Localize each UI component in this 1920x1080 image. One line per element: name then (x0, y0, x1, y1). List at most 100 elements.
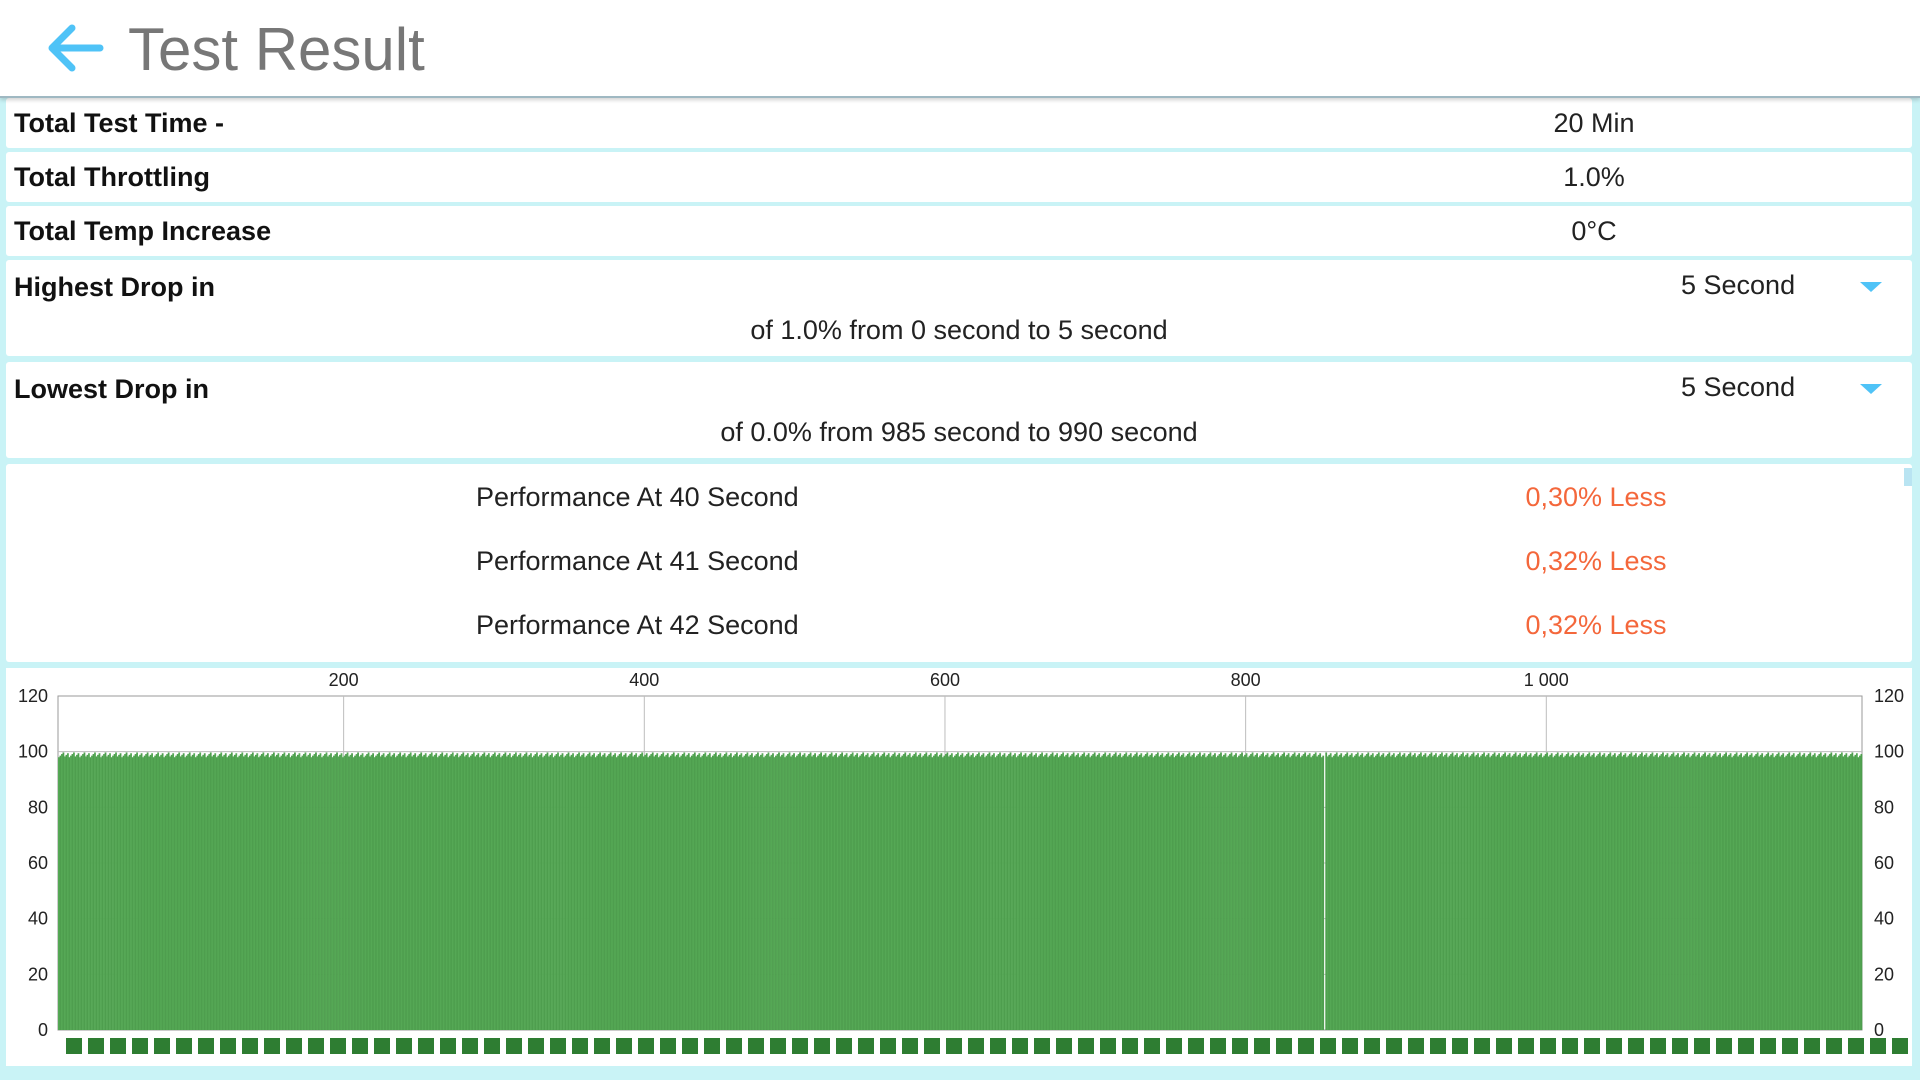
bar (450, 754, 453, 1030)
bar (1669, 755, 1672, 1030)
legend-marker (968, 1038, 984, 1054)
performance-list[interactable]: Performance At 40 Second 0,30% Less Perf… (6, 464, 1912, 662)
legend-marker (858, 1038, 874, 1054)
bar (561, 753, 564, 1030)
back-button[interactable] (38, 16, 110, 80)
bar (125, 752, 128, 1030)
legend-marker (616, 1038, 632, 1054)
bar (608, 754, 611, 1030)
bar (1107, 754, 1110, 1030)
bar (1822, 754, 1825, 1030)
bar (1836, 757, 1839, 1030)
bar (1698, 753, 1700, 1030)
bar (272, 752, 275, 1030)
bar (426, 757, 429, 1030)
bar (1054, 754, 1057, 1030)
bar (1677, 753, 1679, 1030)
bar (399, 752, 402, 1030)
lowest-drop-interval-value: 5 Second (1681, 372, 1796, 402)
bar (202, 754, 205, 1030)
bar (546, 752, 549, 1030)
bar (1017, 755, 1019, 1030)
bar (1741, 757, 1744, 1030)
bar (969, 756, 971, 1030)
bar (1627, 755, 1630, 1030)
bar (1752, 757, 1755, 1030)
bar (1813, 753, 1816, 1030)
bar (1311, 755, 1314, 1030)
bar (742, 757, 744, 1030)
bar (157, 752, 160, 1030)
bar (1395, 755, 1398, 1030)
bar (1371, 753, 1374, 1030)
bar (1334, 754, 1337, 1030)
bar (1603, 753, 1606, 1030)
bar (1089, 757, 1092, 1030)
legend-marker (1034, 1038, 1050, 1054)
legend-marker (660, 1038, 676, 1054)
bar (947, 756, 950, 1030)
bar (1265, 754, 1267, 1030)
highest-drop-interval-select[interactable]: 5 Second (1656, 266, 1906, 308)
bar (1547, 756, 1550, 1030)
legend-marker (286, 1038, 302, 1054)
bar (445, 753, 448, 1030)
bar (720, 757, 723, 1030)
bar (1812, 754, 1815, 1030)
bar (453, 756, 456, 1030)
legend-marker (638, 1038, 654, 1054)
bar (836, 757, 839, 1030)
bar (148, 756, 151, 1030)
bar (1269, 755, 1272, 1030)
bar (1296, 754, 1299, 1030)
bar (650, 754, 653, 1030)
bar (1785, 755, 1788, 1030)
legend-marker (1804, 1038, 1820, 1054)
highest-drop-label: Highest Drop in (14, 272, 215, 302)
bar (310, 757, 313, 1030)
bar (379, 756, 382, 1030)
bar (766, 754, 768, 1030)
bar (1471, 754, 1473, 1030)
bar (1389, 756, 1392, 1030)
bar (666, 753, 669, 1030)
bar (812, 754, 815, 1030)
bar (626, 757, 629, 1030)
bar (1795, 755, 1798, 1030)
bar (1284, 756, 1287, 1030)
bar (388, 752, 391, 1030)
bar (1744, 754, 1747, 1030)
bar (1807, 754, 1810, 1030)
bar (603, 753, 606, 1030)
legend-marker (1298, 1038, 1314, 1054)
bar (483, 752, 486, 1030)
bar (1414, 753, 1416, 1030)
list-scrollbar[interactable] (1904, 468, 1912, 486)
bar (1798, 752, 1801, 1030)
legend-marker (1584, 1038, 1600, 1054)
bar (351, 753, 353, 1030)
bar (760, 754, 762, 1030)
bar (1098, 753, 1101, 1030)
bar (59, 755, 62, 1030)
legend-marker (1122, 1038, 1138, 1054)
total-temp-increase-row: Total Temp Increase 0°C (6, 206, 1912, 256)
bar (1707, 754, 1709, 1030)
bar (259, 755, 262, 1030)
bar (775, 755, 777, 1030)
lowest-drop-interval-select[interactable]: 5 Second (1656, 368, 1906, 410)
bar (1625, 757, 1628, 1030)
bar (1495, 756, 1497, 1030)
bar (806, 755, 809, 1030)
legend-marker (1276, 1038, 1292, 1054)
bar (1729, 753, 1732, 1030)
bar (1780, 754, 1783, 1030)
bar (1217, 755, 1219, 1030)
bar (1159, 754, 1162, 1030)
bar (1233, 754, 1236, 1030)
bar (300, 757, 302, 1030)
bar (708, 753, 711, 1030)
bar (621, 756, 624, 1030)
bar (1398, 752, 1401, 1030)
